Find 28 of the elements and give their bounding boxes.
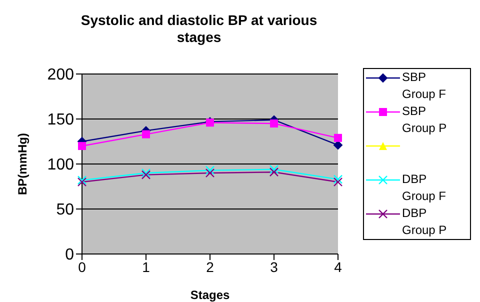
point [270, 120, 278, 128]
y-tick-label: 50 [56, 202, 74, 219]
x-tick-label: 4 [334, 258, 342, 275]
point [269, 164, 279, 174]
point [205, 166, 215, 175]
x-axis-title: Stages [190, 288, 230, 302]
point [205, 168, 215, 178]
y-tick-label: 0 [65, 246, 74, 264]
point [333, 177, 343, 187]
point [334, 134, 342, 142]
point [333, 174, 343, 184]
x-tick-label: 0 [78, 258, 86, 275]
x-tick-label: 1 [142, 258, 150, 275]
point [78, 142, 86, 150]
point [334, 140, 342, 150]
legend-label: SBP Group F [402, 69, 448, 103]
y-axis-title: BP(mmHg) [15, 133, 30, 195]
y-tick-label: 200 [47, 66, 74, 84]
x-tick-label: 3 [270, 258, 278, 275]
legend-label: SBP Group P [402, 103, 448, 137]
x-tick-label: 2 [206, 258, 214, 275]
point [269, 168, 279, 177]
legend-label: DBP Group P [402, 205, 448, 239]
y-tick-label: 100 [47, 156, 74, 174]
y-tick-label: 150 [47, 112, 74, 129]
legend-label: DBP Group F [402, 171, 448, 205]
chart-title: Systolic and diastolic BP at various stages [80, 12, 318, 46]
point [142, 130, 150, 138]
